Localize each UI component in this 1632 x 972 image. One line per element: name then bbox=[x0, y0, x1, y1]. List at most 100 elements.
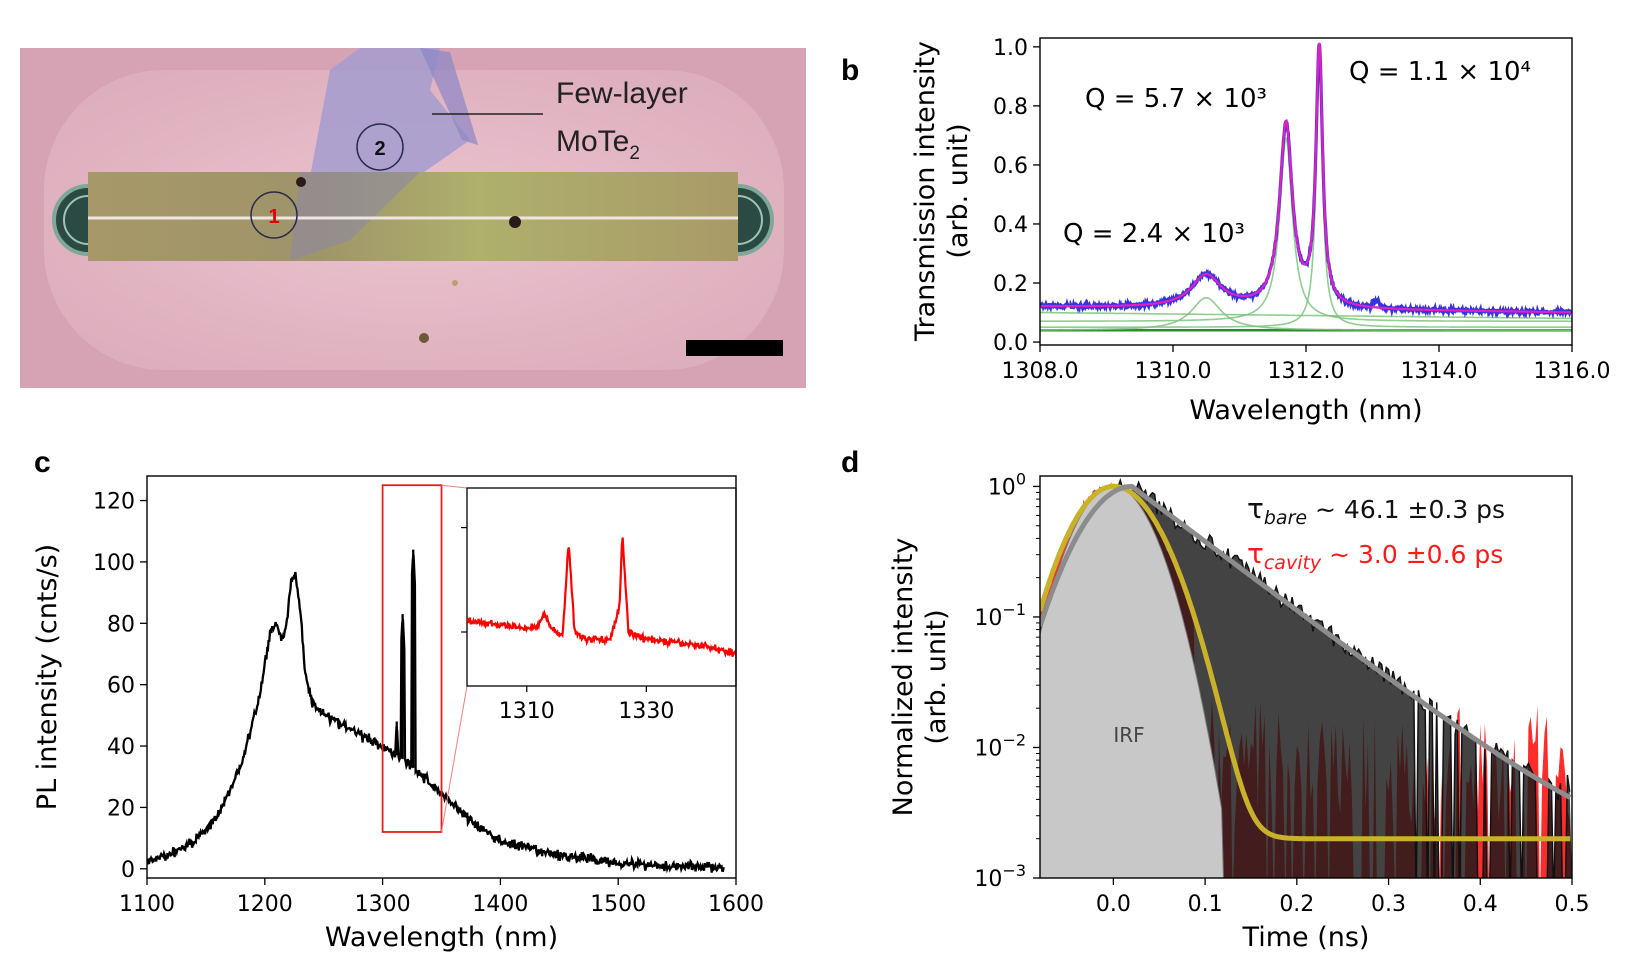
y-tick-label: 10−2 bbox=[974, 730, 1026, 761]
y-axis-label: PL intensity (cnts/s) bbox=[32, 544, 63, 810]
component-curve-2 bbox=[1040, 136, 1572, 323]
particle bbox=[509, 216, 521, 228]
x-tick-label: 1100 bbox=[119, 892, 175, 917]
highlight-box bbox=[381, 484, 443, 833]
cavity-fit bbox=[1040, 483, 1571, 842]
pl-spectrum bbox=[147, 554, 725, 874]
component-curve-3 bbox=[1040, 70, 1572, 328]
x-tick-label: 0.3 bbox=[1371, 892, 1406, 917]
plot-area-d: IRF bbox=[1040, 477, 1572, 878]
tau-cavity-label-subscript: cavity bbox=[1264, 552, 1322, 574]
y-axis-label: Normalized intensity bbox=[888, 538, 919, 817]
marker-2-label: 2 bbox=[374, 138, 385, 160]
tau-cavity-label-value: ~ 3.0 ±0.6 ps bbox=[1321, 540, 1503, 569]
inset-plot-area bbox=[467, 537, 736, 659]
x-tick-label: 0.1 bbox=[1188, 892, 1223, 917]
component-curve-4 bbox=[1040, 311, 1572, 320]
y-tick-label: 10−1 bbox=[974, 600, 1026, 631]
tick-base: 10 bbox=[988, 475, 1016, 500]
y-tick-label: 20 bbox=[107, 796, 135, 821]
y-axis-label-unit: (arb. unit) bbox=[921, 609, 952, 744]
panel-label-b: b bbox=[841, 54, 859, 87]
y-tick-label: 100 bbox=[988, 469, 1026, 500]
y-tick-label: 100 bbox=[93, 551, 135, 576]
x-tick-label: 1400 bbox=[472, 892, 528, 917]
irf-label: IRF bbox=[1113, 723, 1144, 747]
inset-spectrum bbox=[467, 537, 736, 659]
y-tick-label: 60 bbox=[107, 674, 135, 699]
x-axis-label: Wavelength (nm) bbox=[325, 922, 558, 953]
plot-area-c bbox=[147, 549, 725, 874]
tau-bare-label-value: ~ 46.1 ±0.3 ps bbox=[1307, 495, 1505, 524]
x-axis-label: Wavelength (nm) bbox=[1189, 395, 1422, 426]
y-axis-label: Transmission intensity bbox=[910, 41, 941, 342]
x-tick-label: 1316.0 bbox=[1534, 359, 1611, 384]
x-tick-label: 1300 bbox=[355, 892, 411, 917]
y-tick-label: 0.6 bbox=[993, 154, 1028, 179]
y-tick-label: 40 bbox=[107, 735, 135, 760]
y-tick-label: 0.8 bbox=[993, 95, 1028, 120]
tick-exponent: −2 bbox=[1002, 730, 1026, 749]
panel-c: c 1310 1330 1100 1200 1300 1400 1500 1600 0 20 40 6… bbox=[32, 446, 764, 953]
x-tick-label: 1314.0 bbox=[1401, 359, 1478, 384]
x-tick-label: 1308.0 bbox=[1002, 359, 1079, 384]
q-factor-label-1: Q = 2.4 × 10³ bbox=[1063, 219, 1245, 249]
tick-base: 10 bbox=[974, 606, 1002, 631]
x-tick-label: 1310.0 bbox=[1135, 359, 1212, 384]
x-tick-label: 1600 bbox=[708, 892, 764, 917]
tick-exponent: −1 bbox=[1002, 600, 1026, 619]
y-tick-label: 120 bbox=[93, 490, 135, 515]
fit-curve bbox=[1040, 42, 1572, 314]
tau-cavity-label: τcavity ~ 3.0 ±0.6 ps bbox=[1247, 537, 1503, 574]
annotation-few-layer: Few-layer bbox=[556, 77, 688, 110]
panel-label-c: c bbox=[34, 446, 51, 479]
marker-1-label: 1 bbox=[268, 206, 279, 228]
y-tick-label: 0.4 bbox=[993, 213, 1028, 238]
inset-frame bbox=[466, 487, 737, 687]
x-tick-label: 1200 bbox=[237, 892, 293, 917]
grating-right bbox=[737, 184, 774, 256]
y-tick-label: 0 bbox=[121, 858, 135, 883]
x-axis-label: Time (ns) bbox=[1242, 922, 1370, 953]
y-tick-label: 80 bbox=[107, 612, 135, 637]
y-axis-label-unit: (arb. unit) bbox=[943, 123, 974, 258]
scale-bar bbox=[686, 340, 783, 356]
q-factor-label-3: Q = 1.1 × 10⁴ bbox=[1349, 57, 1531, 87]
x-tick-label: 1500 bbox=[590, 892, 646, 917]
y-tick-label: 10−3 bbox=[974, 861, 1026, 892]
x-tick-label: 0.0 bbox=[1096, 892, 1131, 917]
tick-base: 10 bbox=[974, 867, 1002, 892]
bare-fit bbox=[1040, 483, 1572, 800]
plot-area-b bbox=[1040, 42, 1572, 332]
tau-bare-label-symbol: τ bbox=[1247, 492, 1264, 525]
annotation-mote2: MoTe2 bbox=[556, 125, 640, 164]
panel-a: a 1 2 Few bbox=[20, 48, 806, 388]
zoom-connector bbox=[441, 484, 468, 489]
particle bbox=[452, 280, 458, 286]
tick-base: 10 bbox=[974, 736, 1002, 761]
tick-exponent: 0 bbox=[1016, 469, 1026, 488]
axes-frame bbox=[1039, 475, 1573, 879]
y-tick-label: 0.2 bbox=[993, 272, 1028, 297]
x-tick-label: 0.2 bbox=[1279, 892, 1314, 917]
y-tick-label: 1.0 bbox=[993, 36, 1028, 61]
tau-bare-label: τbare ~ 46.1 ±0.3 ps bbox=[1247, 492, 1505, 529]
axes-frame bbox=[146, 475, 737, 879]
tick-exponent: −3 bbox=[1002, 861, 1026, 880]
marker-2-circle bbox=[356, 123, 404, 171]
q-factor-label-2: Q = 5.7 × 10³ bbox=[1085, 84, 1267, 114]
particle bbox=[296, 177, 306, 187]
x-tick-label: 0.4 bbox=[1463, 892, 1498, 917]
tau-cavity-label-symbol: τ bbox=[1247, 537, 1264, 570]
grating-left bbox=[52, 184, 89, 256]
x-tick-label: 1312.0 bbox=[1268, 359, 1345, 384]
inset-x-tick-label: 1330 bbox=[618, 699, 674, 724]
mote2-flake-edge bbox=[420, 48, 478, 145]
y-tick-label: 0.0 bbox=[993, 331, 1028, 356]
panel-b: b 1308.0 1310.0 1312.0 1314.0 1316.0 0.0 0.2 0.… bbox=[841, 36, 1610, 426]
inset-x-tick-label: 1310 bbox=[499, 699, 555, 724]
tau-bare-label-subscript: bare bbox=[1264, 507, 1307, 529]
zoom-connector bbox=[441, 685, 468, 833]
